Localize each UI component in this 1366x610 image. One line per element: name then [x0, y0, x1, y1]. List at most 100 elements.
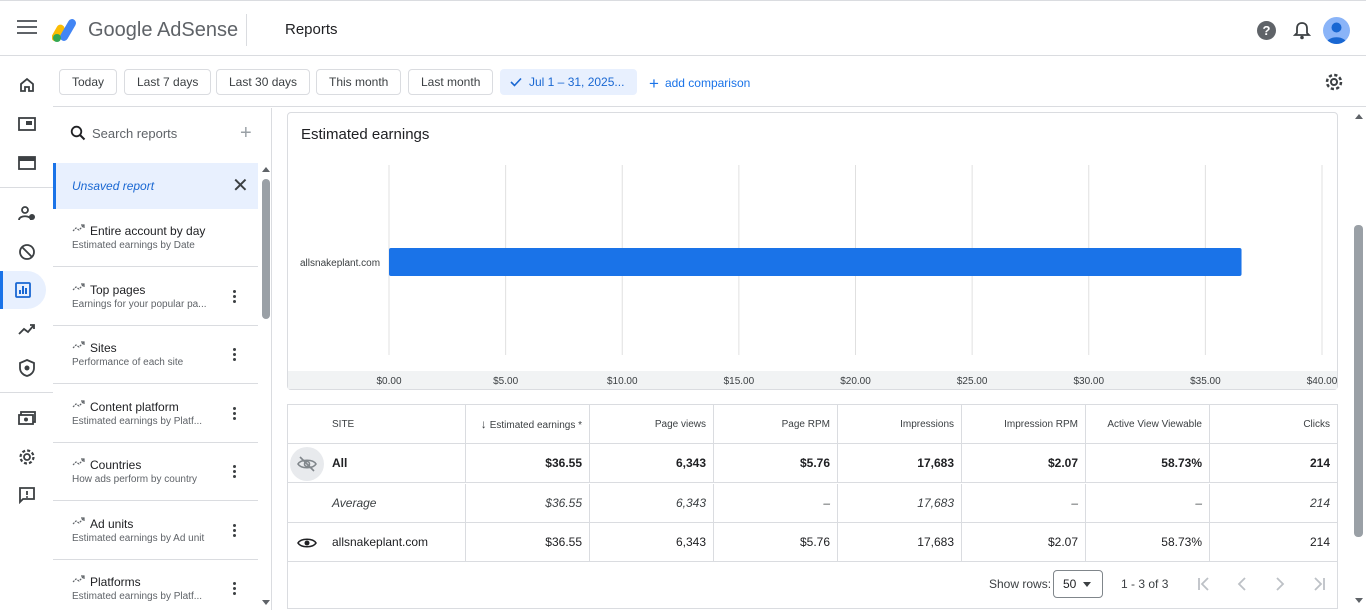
report-settings-gear-icon[interactable] [1324, 72, 1344, 92]
policy-center-icon[interactable] [0, 349, 53, 387]
chip-last-month[interactable]: Last month [408, 69, 494, 95]
feedback-icon[interactable] [0, 476, 53, 514]
table-cell: – [1086, 483, 1210, 523]
scroll-down-arrow-icon[interactable] [260, 598, 272, 608]
eye-off-icon [297, 455, 317, 472]
table-cell: $5.76 [714, 444, 838, 483]
page-title: Reports [285, 21, 338, 38]
scrollbar-thumb[interactable] [1354, 225, 1363, 537]
settings-icon[interactable] [0, 438, 53, 476]
unsaved-report-item[interactable]: Unsaved report ✕ [53, 163, 258, 209]
scroll-down-arrow-icon[interactable] [1352, 596, 1366, 606]
hamburger-menu-icon[interactable] [17, 20, 37, 36]
cell-site: allsnakeplant.com [288, 523, 466, 562]
more-vert-icon[interactable] [233, 406, 237, 421]
visibility-toggle[interactable] [288, 523, 326, 562]
ads-icon[interactable] [0, 105, 53, 143]
report-list-item[interactable]: Top pages Earnings for your popular pa... [53, 268, 258, 326]
header-page-views[interactable]: Page views [590, 405, 714, 444]
blocking-controls-icon[interactable] [0, 233, 53, 271]
chip-last-30-days[interactable]: Last 30 days [216, 69, 311, 95]
x-tick-label: $5.00 [493, 376, 518, 387]
more-vert-icon[interactable] [233, 582, 237, 596]
more-vert-icon[interactable] [233, 289, 237, 304]
notifications-bell-icon[interactable] [1293, 21, 1311, 40]
report-list-scrollbar[interactable] [260, 163, 272, 610]
earnings-bar-chart: $0.00 $5.00 $10.00 $15.00 $20.00 $25.00 $30.00… [288, 165, 1337, 389]
bar[interactable] [389, 248, 1242, 276]
table-row[interactable]: Average $36.55 6,343–17,683– –214 [288, 483, 1337, 523]
payments-icon[interactable] [0, 399, 53, 437]
top-app-bar: Google AdSense Reports ? [0, 0, 1366, 56]
brand-name: Google AdSense [88, 19, 239, 41]
close-icon[interactable]: ✕ [232, 175, 249, 197]
rows-per-page-select[interactable]: 50 [1053, 570, 1103, 598]
table-cell: 214 [1309, 456, 1330, 470]
report-title: Ad units [90, 516, 134, 531]
chip-last-7-days[interactable]: Last 7 days [124, 69, 212, 95]
header-clicks[interactable]: Clicks [1303, 419, 1330, 430]
more-vert-icon[interactable] [233, 465, 237, 479]
table-cell: $2.07 [962, 523, 1086, 562]
chip-this-month[interactable]: This month [316, 69, 402, 95]
last-page-icon[interactable] [1309, 574, 1329, 594]
reports-icon[interactable] [0, 271, 46, 309]
left-nav-rail [0, 56, 53, 610]
search-icon [70, 125, 86, 141]
table-pagination: Show rows: 50 1 - 3 of 3 [288, 563, 1337, 608]
table-cell: – [962, 483, 1086, 523]
page-scrollbar[interactable] [1352, 108, 1366, 610]
report-search: + [53, 108, 258, 160]
search-reports-input[interactable] [92, 122, 232, 144]
header-divider [246, 14, 247, 46]
optimization-icon[interactable] [0, 310, 53, 348]
report-list-item[interactable]: Ad units Estimated earnings by Ad unit [53, 502, 258, 560]
report-subtitle: Estimated earnings by Platf... [72, 591, 203, 602]
sites-icon[interactable] [0, 144, 53, 182]
chart-title: Estimated earnings [301, 126, 430, 143]
privacy-messaging-icon[interactable] [0, 194, 53, 232]
first-page-icon[interactable] [1194, 574, 1214, 594]
plus-icon: + [649, 74, 659, 93]
trend-icon [72, 341, 85, 349]
unsaved-report-label: Unsaved report [72, 179, 155, 193]
add-report-plus-icon[interactable]: + [240, 122, 252, 144]
site-name: Average [332, 495, 377, 510]
category-label: allsnakeplant.com [300, 258, 380, 269]
report-subtitle: Estimated earnings by Date [72, 240, 195, 251]
header-page-rpm[interactable]: Page RPM [714, 405, 838, 444]
home-icon[interactable] [0, 66, 53, 104]
previous-page-icon[interactable] [1232, 574, 1252, 594]
report-subtitle: How ads perform by country [72, 474, 198, 485]
account-avatar[interactable] [1323, 17, 1350, 44]
table-cell: $36.55 [466, 483, 590, 523]
sort-down-arrow-icon: ↓ [480, 417, 487, 431]
report-list-item[interactable]: Sites Performance of each site [53, 326, 258, 384]
chip-custom-date-range[interactable]: Jul 1 – 31, 2025... [500, 69, 637, 95]
report-list-item[interactable]: Countries How ads perform by country [53, 443, 258, 501]
header-estimated-earnings-label: Estimated earnings * [489, 420, 582, 431]
chip-today[interactable]: Today [59, 69, 118, 95]
scroll-up-arrow-icon[interactable] [1352, 112, 1366, 122]
header-active-view-viewable[interactable]: Active View Viewable [1086, 405, 1210, 444]
report-list-item[interactable]: Platforms Estimated earnings by Platf... [53, 560, 258, 610]
help-icon[interactable]: ? [1257, 21, 1276, 40]
header-estimated-earnings[interactable]: ↓ Estimated earnings * [466, 405, 590, 444]
x-tick-label: $15.00 [724, 376, 755, 387]
table-row[interactable]: allsnakeplant.com $36.55 6,343 $5.76 17,683 $… [288, 523, 1337, 562]
more-vert-icon[interactable] [233, 348, 237, 362]
header-impression-rpm[interactable]: Impression RPM [962, 405, 1086, 444]
table-row[interactable]: All $36.55 6,343 $5.76 17,683 $2.07 58.73% 214 [288, 444, 1337, 483]
header-impressions[interactable]: Impressions [838, 405, 962, 444]
header-site[interactable]: SITE [288, 405, 466, 444]
add-comparison-button[interactable]: + add comparison [649, 74, 750, 94]
chevron-down-icon [1083, 582, 1091, 587]
report-title: Entire account by day [90, 224, 206, 238]
next-page-icon[interactable] [1270, 574, 1290, 594]
more-vert-icon[interactable] [233, 523, 237, 538]
report-list-item[interactable]: Entire account by day Estimated earnings … [53, 209, 258, 267]
hide-all-visibility-toggle[interactable] [288, 444, 326, 483]
report-list-item[interactable]: Content platform Estimated earnings by Pl… [53, 385, 258, 443]
scrollbar-thumb[interactable] [262, 179, 270, 319]
scroll-up-arrow-icon[interactable] [260, 165, 272, 175]
